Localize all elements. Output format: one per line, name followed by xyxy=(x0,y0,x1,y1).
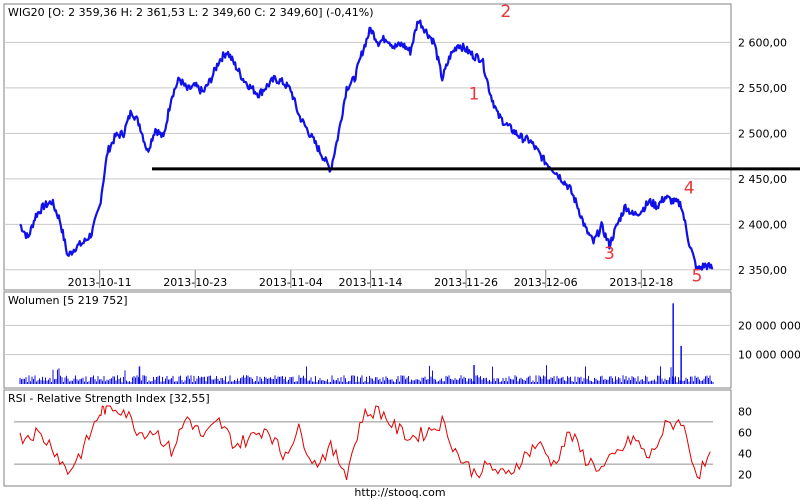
price-x-tick-label: 2013-12-06 xyxy=(514,276,578,289)
price-y-tick-label: 2 350,00 xyxy=(738,264,787,277)
rsi-y-tick-labels: 80 60 40 20 xyxy=(738,405,752,481)
price-chart-title: WIG20 [O: 2 359,36 H: 2 361,53 L: 2 349,… xyxy=(8,6,374,19)
price-panel-frame xyxy=(3,3,732,291)
volume-bars xyxy=(19,303,714,384)
rsi-y-tick-label: 80 xyxy=(738,405,752,418)
annotation-label: 4 xyxy=(684,178,695,198)
price-x-tick-label: 2013-10-23 xyxy=(163,276,227,289)
volume-y-tick-label: 10 000 000 xyxy=(738,349,800,362)
rsi-y-tick-label: 40 xyxy=(738,448,752,461)
price-x-tick-labels: 2013-10-11 2013-10-23 2013-11-04 2013-11-14… xyxy=(68,276,674,289)
volume-grid xyxy=(4,324,731,356)
price-series-line xyxy=(19,19,714,271)
rsi-panel-frame xyxy=(3,389,732,487)
price-x-tick-label: 2013-11-04 xyxy=(259,276,323,289)
price-y-tick-label: 2 500,00 xyxy=(738,127,787,140)
price-grid xyxy=(4,41,731,288)
volume-chart-title: Wolumen [5 219 752] xyxy=(8,294,128,307)
price-y-tick-label: 2 400,00 xyxy=(738,218,787,231)
annotation-label: 1 xyxy=(469,85,480,105)
footer-url[interactable]: http://stooq.com xyxy=(354,486,445,499)
price-x-tick-label: 2013-11-26 xyxy=(434,276,498,289)
price-x-tick-label: 2013-10-11 xyxy=(68,276,132,289)
price-y-tick-label: 2 450,00 xyxy=(738,173,787,186)
price-y-tick-label: 2 600,00 xyxy=(738,36,787,49)
annotations: 1 2 3 4 5 xyxy=(469,2,703,287)
annotation-label: 2 xyxy=(500,2,511,22)
rsi-y-tick-label: 60 xyxy=(738,426,752,439)
rsi-y-tick-label: 20 xyxy=(738,469,752,482)
annotation-label: 5 xyxy=(692,267,703,287)
volume-y-tick-label: 20 000 000 xyxy=(738,319,800,332)
annotation-label: 3 xyxy=(604,244,615,264)
price-y-tick-labels: 2 600,00 2 550,00 2 500,00 2 450,00 2 400,00… xyxy=(738,36,787,276)
rsi-grid xyxy=(14,421,713,465)
price-x-tick-label: 2013-11-14 xyxy=(339,276,403,289)
rsi-series-line xyxy=(19,405,711,481)
price-x-tick-label: 2013-12-18 xyxy=(609,276,673,289)
price-y-tick-label: 2 550,00 xyxy=(738,82,787,95)
volume-y-tick-labels: 20 000 000 10 000 000 xyxy=(738,319,800,361)
rsi-chart-title: RSI - Relative Strength Index [32,55] xyxy=(8,392,210,405)
